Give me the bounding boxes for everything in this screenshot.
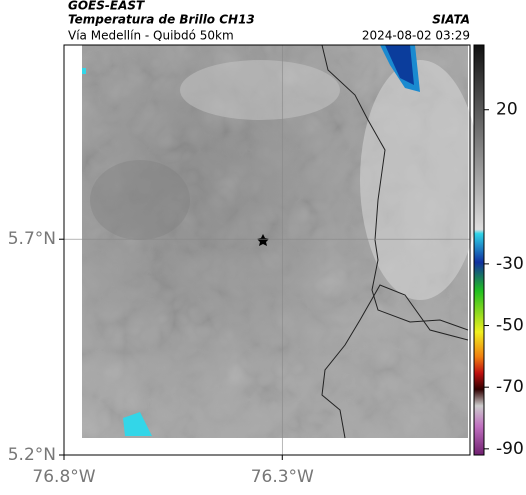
cold-cloud [123, 412, 152, 436]
datetime: 2024-08-02 03:29 [362, 29, 470, 43]
cold-cloud [385, 45, 414, 85]
border [321, 284, 469, 439]
colorbar-tick-label: -50 [496, 316, 524, 336]
colorbar-tick-label: 20 [496, 100, 518, 120]
map-frame [63, 44, 471, 456]
border [321, 44, 469, 331]
colorbar-tick-label: -70 [496, 377, 524, 397]
x-tick-label: 76.3°W [251, 467, 314, 487]
satellite-image [82, 44, 480, 439]
colorbar [473, 44, 485, 456]
x-tick-label: 76.8°W [32, 467, 95, 487]
header: GOES-EAST Temperatura de Brillo CH13 SIA… [68, 0, 470, 43]
route: Vía Medellín - Quibdó 50km [68, 29, 234, 43]
cloud [180, 60, 340, 120]
subtitle: Temperatura de Brillo CH13 [68, 13, 255, 27]
y-tick-label: 5.2°N [8, 445, 56, 465]
cloud [360, 60, 480, 300]
cloud [90, 160, 190, 240]
source: SIATA [432, 13, 470, 27]
colorbar-tick-label: -90 [496, 439, 524, 459]
colorbar-tick-label: -30 [496, 254, 524, 274]
title: GOES-EAST [68, 0, 145, 13]
y-tick-label: 5.7°N [8, 229, 56, 249]
cold-cloud [82, 68, 86, 74]
location-marker [257, 234, 269, 246]
